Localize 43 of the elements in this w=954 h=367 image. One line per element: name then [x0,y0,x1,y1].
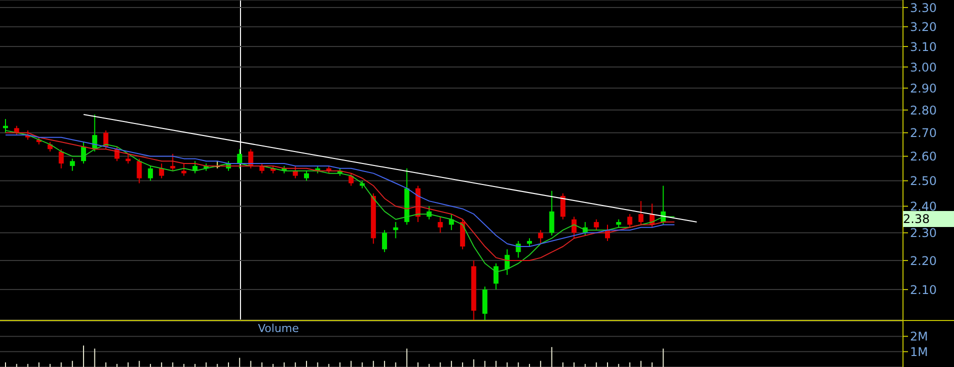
candlestick [393,222,398,239]
y-tick-label: 2.50 [910,174,937,188]
candlestick [627,214,632,228]
candlestick [438,216,443,234]
candlestick [304,170,309,182]
y-tick-label: 2M [910,330,928,344]
candlestick [638,200,644,226]
y-tick-label: 2.90 [910,81,937,96]
candlestick [159,163,164,179]
y-tick-label: 2.60 [910,150,937,164]
y-tick-label: 2.20 [910,254,937,268]
candlestick [594,218,599,231]
annotation: 2.38 [903,211,954,228]
chart-title: Volume [258,322,299,335]
y-tick-label: 1M [910,344,928,359]
y-tick-label: 2.40 [910,199,937,214]
y-tick-label: 3.10 [910,40,937,54]
candlestick [148,165,153,182]
candlestick [70,158,75,172]
y-tick-label: 2.70 [910,126,937,140]
candlestick [348,172,354,186]
y-tick-label: 3.20 [910,20,937,34]
candlestick [292,165,298,179]
y-tick-label: 2.80 [910,103,937,118]
candlestick [136,158,142,184]
y-tick-label: 2.10 [910,282,937,297]
y-tick-label: 2.30 [910,226,937,240]
candlestick [170,153,176,172]
candlestick [572,216,577,239]
candlestick [560,192,566,220]
candlestick [494,262,499,290]
candlestick [516,240,521,258]
candlestick [237,148,242,169]
y-tick-label: 3.30 [910,0,937,15]
candlestick [382,230,388,253]
candlestick [181,163,186,176]
candlestick [103,130,108,150]
candlestick [538,230,544,244]
candlestick [58,148,64,169]
candlestick [549,190,554,236]
candlestick [126,153,131,164]
y-tick-label: 3.00 [910,60,937,74]
candlestick [259,163,264,174]
